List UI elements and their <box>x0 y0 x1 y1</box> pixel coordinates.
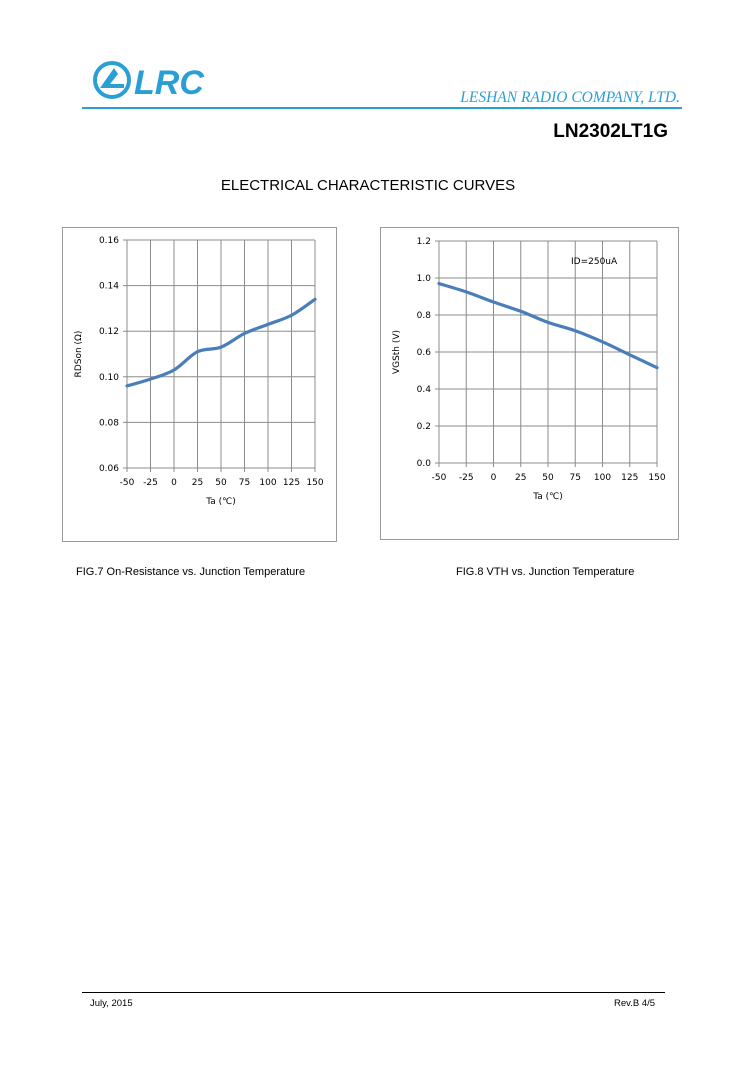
x-tick-label: -25 <box>459 473 474 483</box>
chart-frame-vgsth: -50 -25 0 25 50 75 100 125 150 0.0 0.2 0.4 0.6 0.8 1.0… <box>380 227 679 540</box>
chart-frame-rdson: -50 -25 0 25 50 75 100 125 150 0.06 0.08 0.10 0.12 0.… <box>62 227 337 542</box>
x-tick-label: -25 <box>143 478 158 488</box>
x-tick-label: 125 <box>621 473 638 483</box>
x-tick-label: 150 <box>306 478 323 488</box>
company-name: LESHAN RADIO COMPANY, LTD. <box>460 89 680 106</box>
y-tick-label: 0.06 <box>99 464 119 474</box>
chart-rdson: -50 -25 0 25 50 75 100 125 150 0.06 0.08 0.10 0.12 0.… <box>74 236 324 507</box>
x-tick-label: 0 <box>491 473 497 483</box>
header-rule <box>82 107 682 109</box>
y-tick-label: 0.4 <box>417 385 432 395</box>
x-tick-label: 50 <box>542 473 554 483</box>
y-axis-label: RDSon (Ω) <box>74 331 84 378</box>
footer-revision: Rev.B 4/5 <box>614 998 656 1009</box>
fig8-caption: FIG.8 VTH vs. Junction Temperature <box>456 566 635 578</box>
x-tick-label: -50 <box>432 473 447 483</box>
y-tick-label: 0.8 <box>417 311 432 321</box>
section-title: ELECTRICAL CHARACTERISTIC CURVES <box>220 177 516 194</box>
x-tick-label: 0 <box>171 478 177 488</box>
x-tick-label: 150 <box>648 473 665 483</box>
y-tick-label: 0.12 <box>99 327 119 337</box>
y-tick-label: 0.2 <box>417 422 431 432</box>
footer-date: July, 2015 <box>90 998 133 1009</box>
x-tick-label: 125 <box>283 478 300 488</box>
x-tick-label: 75 <box>570 473 581 483</box>
y-tick-label: 1.2 <box>417 237 431 247</box>
chart-vgsth: -50 -25 0 25 50 75 100 125 150 0.0 0.2 0.4 0.6 0.8 1.0… <box>392 237 666 502</box>
condition-annotation: ID=250uA <box>571 257 618 267</box>
x-axis-label: Ta (℃) <box>532 492 563 502</box>
x-tick-label: 75 <box>239 478 250 488</box>
y-tick-label: 1.0 <box>417 274 432 284</box>
x-tick-label: 100 <box>594 473 611 483</box>
y-axis-label: VGSth (V) <box>392 330 402 374</box>
x-tick-label: 25 <box>515 473 526 483</box>
y-tick-label: 0.08 <box>99 418 119 428</box>
x-tick-label: 100 <box>259 478 276 488</box>
footer-rule <box>82 992 665 993</box>
x-axis-label: Ta (℃) <box>205 497 236 507</box>
part-number: LN2302LT1G <box>553 121 668 142</box>
y-tick-label: 0.16 <box>99 236 119 246</box>
x-tick-label: -50 <box>120 478 135 488</box>
lrc-logo: LRC <box>93 61 204 102</box>
x-tick-label: 25 <box>192 478 203 488</box>
svg-text:LRC: LRC <box>134 64 204 102</box>
y-tick-label: 0.10 <box>99 373 119 383</box>
y-tick-label: 0.14 <box>99 282 119 292</box>
x-tick-label: 50 <box>215 478 227 488</box>
fig7-caption: FIG.7 On-Resistance vs. Junction Tempera… <box>76 566 306 578</box>
y-tick-label: 0.6 <box>417 348 432 358</box>
y-tick-label: 0.0 <box>417 459 432 469</box>
